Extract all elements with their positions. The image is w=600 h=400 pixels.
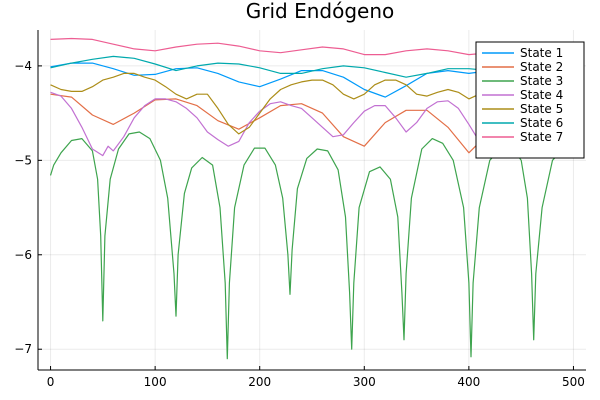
chart-title: Grid Endógeno	[246, 0, 395, 23]
series-line-3	[49, 131, 574, 360]
y-tick-label: −7	[14, 342, 32, 356]
legend-label-6: State 6	[520, 116, 563, 130]
x-tick-label: 500	[562, 375, 585, 389]
x-tick-label: 200	[248, 375, 271, 389]
legend-label-2: State 2	[520, 60, 563, 74]
legend-label-5: State 5	[520, 102, 563, 116]
legend-box	[475, 41, 585, 159]
tick-labels: 0 100 200 300 400 500 −7 −6 −5 −4	[14, 59, 585, 389]
y-tick-label: −4	[14, 59, 32, 73]
x-tick-label: 400	[457, 375, 480, 389]
y-tick-label: −6	[14, 248, 32, 262]
x-tick-label: 100	[144, 375, 167, 389]
legend-label-1: State 1	[520, 46, 563, 60]
axes	[37, 30, 586, 371]
x-tick-label: 0	[47, 375, 55, 389]
legend-label-7: State 7	[520, 130, 563, 144]
legend-label-3: State 3	[520, 74, 563, 88]
legend-label-4: State 4	[520, 88, 563, 102]
y-tick-label: −5	[14, 153, 32, 167]
x-tick-label: 300	[353, 375, 376, 389]
